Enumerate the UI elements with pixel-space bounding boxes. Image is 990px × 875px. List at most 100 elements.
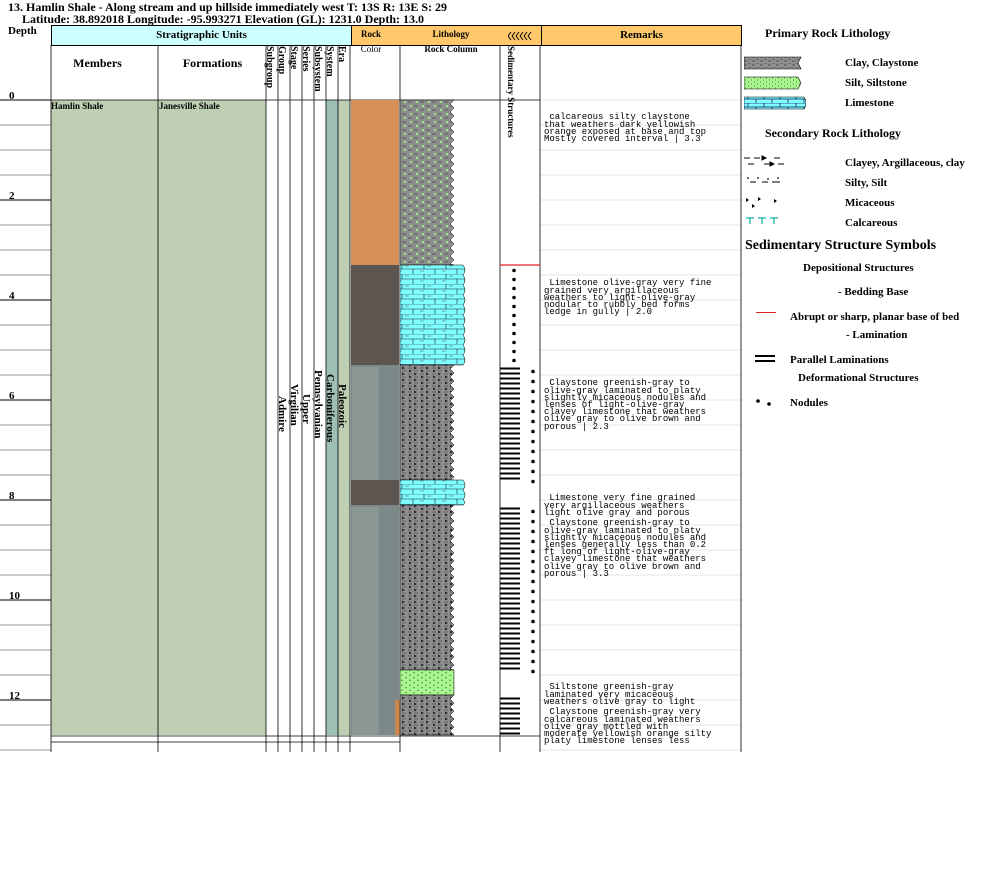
nodule-mark <box>531 469 535 474</box>
subgroup-header: Subgroup <box>264 46 275 89</box>
lamination-mark <box>500 712 520 715</box>
lamination-mark <box>500 577 520 580</box>
lamination-mark <box>500 732 520 735</box>
formation-name: Janesville Shale <box>159 101 220 111</box>
depth-tick: 4 <box>9 290 15 302</box>
remark-text: Claystone greenish-gray to olive-gray lam… <box>544 518 707 579</box>
lamination-mark <box>500 527 520 530</box>
lamination-mark <box>500 632 520 635</box>
lamination-mark <box>500 442 520 445</box>
depth-tick: 8 <box>9 490 15 502</box>
depth-tick: 12 <box>9 690 20 702</box>
log-title: 13. Hamlin Shale - Along stream and up h… <box>8 0 448 14</box>
nodule-mark <box>531 459 535 464</box>
member-name: Hamlin Shale <box>51 101 104 111</box>
nodule-mark <box>512 358 516 363</box>
lamination-mark <box>500 402 520 405</box>
lithology-header: Lithology <box>432 29 470 39</box>
nodule-mark <box>531 569 535 574</box>
lamination-mark <box>500 662 520 665</box>
lamination-mark <box>500 467 520 470</box>
rock-column-bed <box>399 264 466 366</box>
lamination-mark <box>500 557 520 560</box>
legend-label-claystone: Clay, Claystone <box>845 57 919 69</box>
lamination-mark <box>500 377 520 380</box>
nodule-mark <box>512 295 516 300</box>
lamination-mark <box>500 387 520 390</box>
lamination-mark <box>500 507 520 510</box>
rock-column-bed <box>399 504 455 671</box>
lamination-mark <box>500 392 520 395</box>
depth-tick: 10 <box>9 590 20 602</box>
parallel-lamination-symbol-line <box>755 360 775 362</box>
sed-structure-title: Sedimentary Structure Symbols <box>745 238 937 253</box>
lamination-mark <box>500 582 520 585</box>
lamination-mark <box>500 572 520 575</box>
rock-header: Rock <box>361 29 381 39</box>
log-graphics <box>0 45 742 752</box>
limestone-pattern <box>744 96 806 110</box>
nodule-mark <box>531 439 535 444</box>
clayey-pattern <box>744 155 784 167</box>
nodule-mark <box>531 619 535 624</box>
lamination-mark <box>500 627 520 630</box>
lamination-mark <box>500 702 520 705</box>
members-header: Members <box>73 56 122 70</box>
lamination-mark <box>500 517 520 520</box>
lamination-mark <box>500 397 520 400</box>
rock-color-strip <box>352 367 379 480</box>
log-location: Latitude: 38.892018 Longitude: -95.99327… <box>22 12 424 26</box>
lamination-mark <box>500 447 520 450</box>
lamination-mark <box>500 432 520 435</box>
nodule-mark <box>512 277 516 282</box>
lamination-mark <box>500 642 520 645</box>
deformational-title: Deformational Structures <box>798 372 919 384</box>
stratigraphic-log: Depth Stratigraphic Units Rock Lithology… <box>0 24 742 754</box>
depth-tick: 6 <box>9 390 15 402</box>
rock-color-strip <box>352 507 379 735</box>
lamination-mark <box>500 427 520 430</box>
legend-label-clayey: Clayey, Argillaceous, clay <box>845 157 965 169</box>
system-header: System <box>324 46 335 77</box>
nodule-mark <box>531 589 535 594</box>
nodule-mark <box>512 322 516 327</box>
remark-text: Limestone olive-gray very fine grained ve… <box>544 278 712 318</box>
lamination-mark <box>500 637 520 640</box>
nodule-mark <box>531 659 535 664</box>
lamination-mark <box>500 707 520 710</box>
rock-color-band <box>351 480 399 505</box>
primary-lithology-title: Primary Rock Lithology <box>765 26 891 40</box>
series-header: Series <box>300 46 311 72</box>
era-name: Paleozoic <box>336 384 348 428</box>
depositional-title: Depositional Structures <box>803 262 914 274</box>
calcareous-pattern <box>746 217 778 224</box>
nodule-mark <box>512 313 516 318</box>
remarks-header: Remarks <box>541 25 742 46</box>
legend-label-calcareous: Calcareous <box>845 217 898 229</box>
bedding-base-symbol <box>756 312 776 313</box>
nodule-mark <box>531 479 535 484</box>
nodule-mark <box>512 286 516 291</box>
rock-column-bed <box>399 479 466 506</box>
nodule-mark <box>512 268 516 273</box>
lamination-mark <box>500 592 520 595</box>
lamination-mark <box>500 667 520 670</box>
lamination-mark <box>500 697 520 700</box>
stage-header: Stage <box>288 46 299 70</box>
subsystem-header: Subsystem <box>312 46 323 92</box>
rock-column-bed <box>399 99 455 266</box>
lamination-label: - Lamination <box>846 329 908 341</box>
nodule-mark <box>512 340 516 345</box>
lamination-mark <box>500 597 520 600</box>
legend-label-micaceous: Micaceous <box>845 197 895 209</box>
nodule-mark <box>531 529 535 534</box>
lamination-mark <box>500 612 520 615</box>
nodule-mark <box>531 369 535 374</box>
nodule-mark <box>531 399 535 404</box>
lamination-mark <box>500 367 520 370</box>
nodules-label: Nodules <box>790 397 828 409</box>
nodule-mark <box>531 429 535 434</box>
nodule-mark <box>512 331 516 336</box>
secondary-legend-swatches <box>744 155 784 224</box>
lamination-mark <box>500 657 520 660</box>
